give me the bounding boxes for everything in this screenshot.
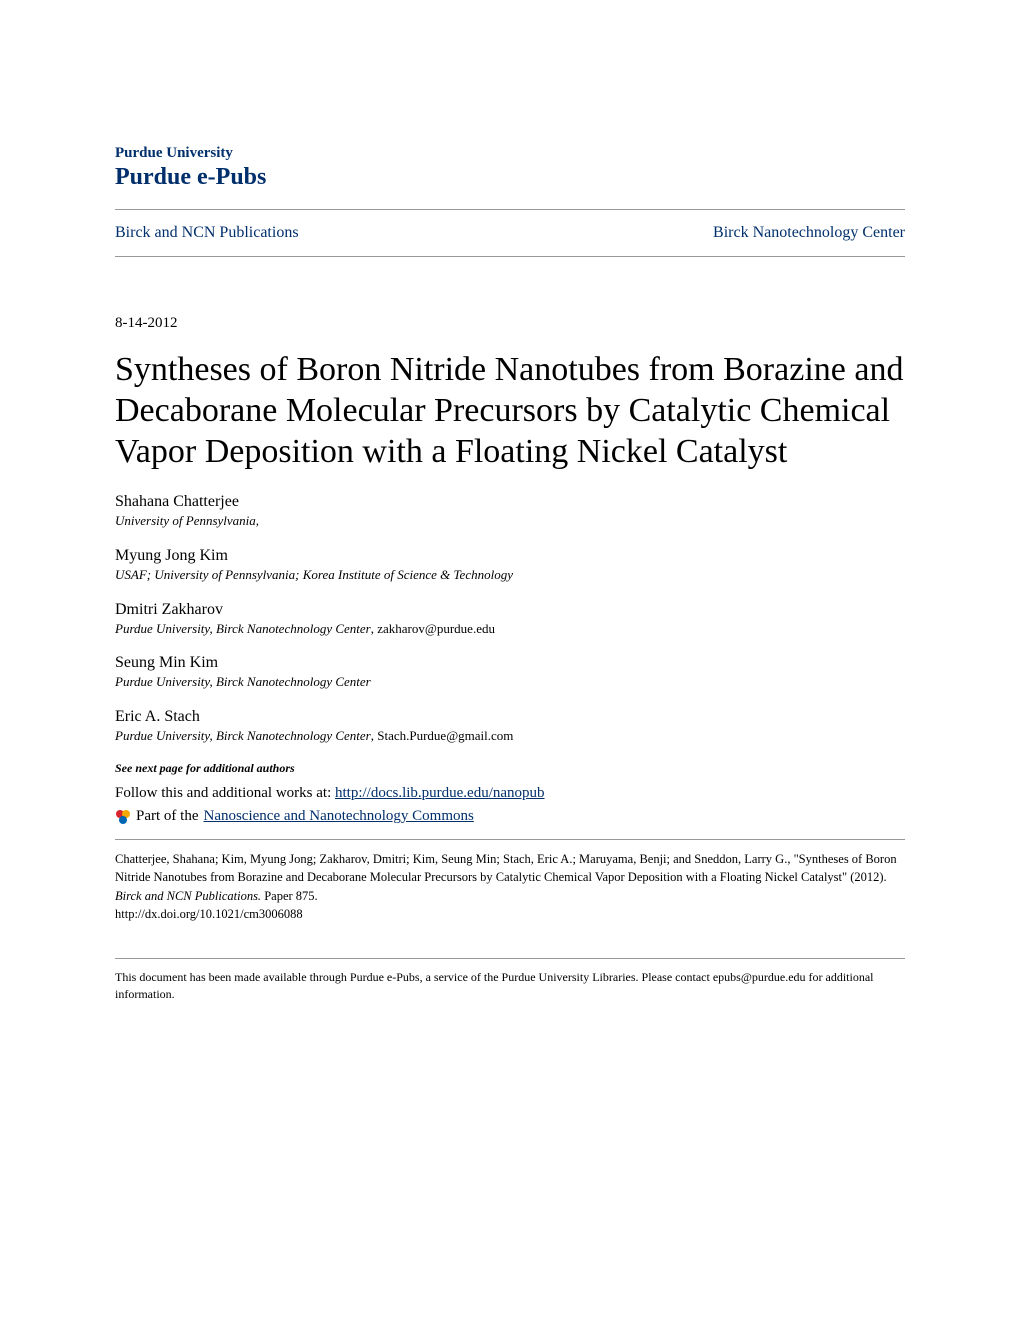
breadcrumb-right-link[interactable]: Birck Nanotechnology Center <box>713 224 905 242</box>
network-icon <box>115 809 131 825</box>
breadcrumb-left-link[interactable]: Birck and NCN Publications <box>115 224 299 242</box>
author-block-1: Myung Jong Kim USAF; University of Penns… <box>115 546 905 584</box>
citation-authors: Chatterjee, Shahana; Kim, Myung Jong; Za… <box>115 852 897 884</box>
author-name: Shahana Chatterjee <box>115 492 905 513</box>
author-block-4: Eric A. Stach Purdue University, Birck N… <box>115 707 905 745</box>
follow-works: Follow this and additional works at: htt… <box>115 782 905 805</box>
author-name: Seung Min Kim <box>115 653 905 674</box>
citation-publication: Birck and NCN Publications. <box>115 889 261 903</box>
breadcrumb: Birck and NCN Publications Birck Nanotec… <box>115 210 905 256</box>
author-name: Eric A. Stach <box>115 707 905 728</box>
follow-link[interactable]: http://docs.lib.purdue.edu/nanopub <box>335 785 545 801</box>
citation-paper: Paper 875. <box>261 889 318 903</box>
network-link[interactable]: Nanoscience and Nanotechnology Commons <box>203 808 473 825</box>
author-affiliation: University of Pennsylvania, <box>115 513 905 530</box>
publication-date: 8-14-2012 <box>115 315 905 332</box>
see-next-page: See next page for additional authors <box>115 761 905 776</box>
divider-breadcrumb <box>115 256 905 257</box>
network-prefix: Part of the <box>136 808 198 825</box>
divider-footer <box>115 958 905 959</box>
follow-prefix: Follow this and additional works at: <box>115 785 335 801</box>
citation-doi: http://dx.doi.org/10.1021/cm3006088 <box>115 907 303 921</box>
divider-citation <box>115 839 905 840</box>
network-row: Part of the Nanoscience and Nanotechnolo… <box>115 808 905 825</box>
author-block-0: Shahana Chatterjee University of Pennsyl… <box>115 492 905 530</box>
paper-title: Syntheses of Boron Nitride Nanotubes fro… <box>115 350 905 472</box>
header-block: Purdue University Purdue e-Pubs <box>115 145 905 191</box>
repository-name[interactable]: Purdue e-Pubs <box>115 164 905 191</box>
author-affiliation: Purdue University, Birck Nanotechnology … <box>115 621 905 638</box>
author-name: Myung Jong Kim <box>115 546 905 567</box>
citation-block: Chatterjee, Shahana; Kim, Myung Jong; Za… <box>115 850 905 923</box>
author-affiliation: USAF; University of Pennsylvania; Korea … <box>115 567 905 584</box>
footer-text: This document has been made available th… <box>115 969 905 1004</box>
author-block-3: Seung Min Kim Purdue University, Birck N… <box>115 653 905 691</box>
author-name: Dmitri Zakharov <box>115 600 905 621</box>
author-block-2: Dmitri Zakharov Purdue University, Birck… <box>115 600 905 638</box>
institution-name: Purdue University <box>115 145 905 162</box>
author-affiliation: Purdue University, Birck Nanotechnology … <box>115 728 905 745</box>
author-affiliation: Purdue University, Birck Nanotechnology … <box>115 674 905 691</box>
